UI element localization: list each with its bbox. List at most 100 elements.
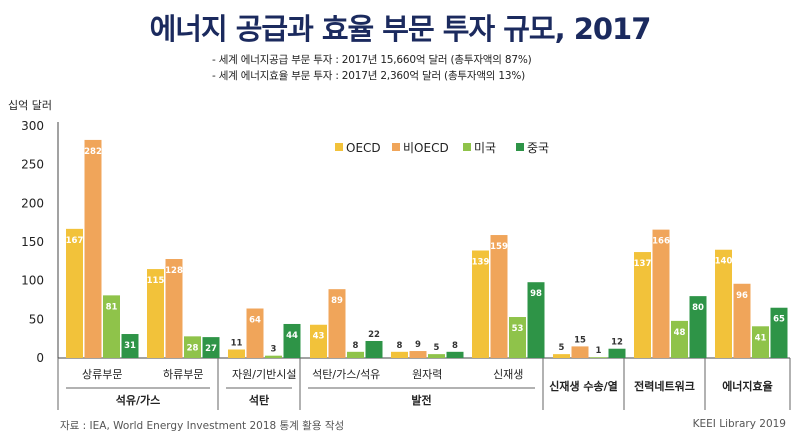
y-tick-label: 300 xyxy=(21,119,44,133)
data-label: 65 xyxy=(773,315,785,325)
y-tick-label: 200 xyxy=(21,196,44,210)
bar-비OECD-8 xyxy=(652,229,670,358)
bar-중국-6 xyxy=(527,282,545,358)
legend-swatch-중국 xyxy=(516,143,524,151)
bar-미국-4 xyxy=(347,351,364,358)
y-tick-label: 250 xyxy=(21,158,44,172)
bar-비OECD-2 xyxy=(165,259,183,358)
data-label: 1 xyxy=(596,346,602,356)
bar-미국-1 xyxy=(103,295,120,358)
bar-비OECD-3 xyxy=(246,308,264,358)
y-tick-label: 150 xyxy=(21,235,44,249)
bar-비OECD-7 xyxy=(571,346,589,358)
data-label: 12 xyxy=(611,338,623,348)
subtitle-efficiency: - 세계 에너지효율 부문 투자 : 2017년 2,360억 달러 (총투자액… xyxy=(212,70,526,82)
data-label: 28 xyxy=(187,343,199,353)
bar-OECD-9 xyxy=(715,249,732,358)
bar-OECD-6 xyxy=(472,250,489,358)
x-group-label: 석유/가스 xyxy=(116,393,161,407)
bar-중국-4 xyxy=(365,340,383,358)
y-tick-label: 0 xyxy=(36,351,44,365)
data-label: 22 xyxy=(368,330,380,340)
legend-swatch-미국 xyxy=(463,143,471,151)
data-label: 137 xyxy=(634,259,652,269)
data-label: 15 xyxy=(574,335,586,345)
data-label: 44 xyxy=(286,331,298,341)
data-label: 31 xyxy=(124,341,136,351)
data-label: 159 xyxy=(490,242,508,252)
data-label: 9 xyxy=(415,340,421,350)
bar-중국-2 xyxy=(202,337,220,358)
data-label: 96 xyxy=(736,291,748,301)
bar-OECD-1 xyxy=(66,228,83,358)
bar-미국-2 xyxy=(184,336,201,358)
bar-비OECD-5 xyxy=(409,351,427,358)
data-label: 8 xyxy=(397,341,403,351)
data-label: 140 xyxy=(715,257,733,267)
bar-미국-3 xyxy=(265,355,282,358)
data-label: 282 xyxy=(84,147,102,157)
bar-중국-1 xyxy=(121,334,139,358)
bar-OECD-3 xyxy=(228,349,245,358)
bar-비OECD-6 xyxy=(490,235,508,358)
source-note: 자료 : IEA, World Energy Investment 2018 통… xyxy=(60,420,345,432)
x-group-label: 신재생 수송/열 xyxy=(549,379,618,393)
data-label: 89 xyxy=(331,296,343,306)
credit-note: KEEI Library 2019 xyxy=(692,418,786,430)
data-label: 53 xyxy=(512,324,524,334)
data-label: 8 xyxy=(452,341,458,351)
x-group-label: 전력네트워크 xyxy=(634,379,695,393)
subtitle-supply: - 세계 에너지공급 부문 투자 : 2017년 15,660억 달러 (총투자… xyxy=(212,54,532,66)
data-label: 43 xyxy=(313,332,325,342)
data-label: 80 xyxy=(692,303,704,313)
data-label: 128 xyxy=(165,266,183,276)
x-group-label: 석탄 xyxy=(249,393,269,407)
data-label: 41 xyxy=(755,333,767,343)
bar-비OECD-1 xyxy=(84,139,102,358)
bar-비OECD-4 xyxy=(328,289,346,358)
bar-OECD-4 xyxy=(310,324,327,358)
bar-미국-9 xyxy=(752,326,769,358)
bar-중국-9 xyxy=(770,307,788,358)
x-group-label: 에너지효율 xyxy=(722,379,773,393)
data-label: 64 xyxy=(249,316,261,326)
bar-비OECD-9 xyxy=(733,283,751,358)
data-label: 166 xyxy=(652,237,670,247)
legend-swatch-OECD xyxy=(335,143,343,151)
data-label: 48 xyxy=(674,328,686,338)
x-category-label: 자원/기반시설 xyxy=(232,368,296,381)
data-label: 115 xyxy=(147,276,165,286)
bar-중국-8 xyxy=(689,296,707,358)
data-label: 11 xyxy=(231,338,243,348)
x-category-label: 상류부문 xyxy=(82,368,122,381)
data-label: 5 xyxy=(434,343,440,353)
data-label: 8 xyxy=(353,341,359,351)
bar-OECD-2 xyxy=(147,269,164,358)
x-category-label: 신재생 xyxy=(493,368,523,381)
bar-중국-5 xyxy=(446,351,464,358)
data-label: 81 xyxy=(106,302,118,312)
bar-미국-7 xyxy=(590,357,607,358)
x-category-label: 하류부문 xyxy=(163,367,203,381)
bar-미국-6 xyxy=(509,317,526,358)
bar-미국-5 xyxy=(428,354,445,358)
legend-label: 비OECD xyxy=(403,141,449,155)
data-label: 139 xyxy=(472,258,490,268)
legend-swatch-비OECD xyxy=(392,143,400,151)
data-label: 98 xyxy=(530,289,542,299)
x-category-label: 원자력 xyxy=(412,368,442,381)
x-category-label: 석탄/가스/석유 xyxy=(312,368,380,381)
y-axis-unit-label: 십억 달러 xyxy=(8,99,52,112)
bar-OECD-7 xyxy=(553,354,570,358)
data-label: 5 xyxy=(559,343,565,353)
y-tick-label: 50 xyxy=(29,312,44,326)
bar-OECD-8 xyxy=(634,252,651,358)
x-group-label: 발전 xyxy=(411,393,431,407)
data-label: 3 xyxy=(271,345,277,355)
legend-label: OECD xyxy=(346,141,381,155)
y-tick-label: 100 xyxy=(21,274,44,288)
data-label: 167 xyxy=(66,236,84,246)
bar-중국-3 xyxy=(283,323,301,358)
bar-미국-8 xyxy=(671,320,688,358)
